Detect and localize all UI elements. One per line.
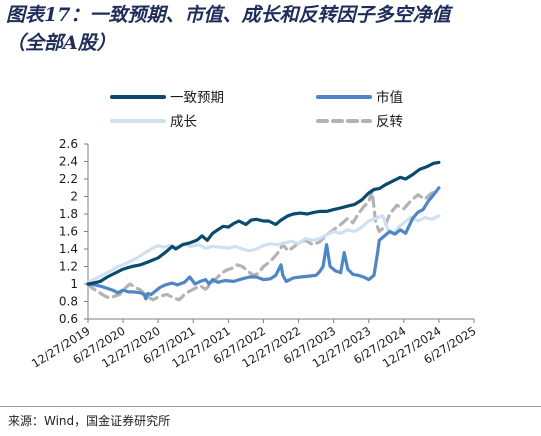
legend-label-2: 成长 bbox=[170, 114, 197, 130]
legend-label-1: 市值 bbox=[376, 89, 403, 106]
legend-label-3: 反转 bbox=[376, 114, 403, 130]
series-line-2 bbox=[86, 214, 441, 284]
y-tick-label: 1.8 bbox=[59, 207, 78, 221]
axes: 0.60.811.21.41.61.822.22.42.612/27/20196… bbox=[29, 137, 479, 371]
y-tick-label: 1.6 bbox=[59, 225, 78, 239]
y-tick-label: 1.2 bbox=[59, 260, 78, 274]
chart-subtitle: （全部A股） bbox=[6, 32, 116, 54]
source-divider bbox=[0, 406, 541, 407]
y-tick-label: 1 bbox=[70, 277, 78, 291]
y-tick-label: 0.6 bbox=[59, 312, 78, 326]
y-tick-label: 1.4 bbox=[59, 242, 78, 256]
y-tick-label: 0.8 bbox=[59, 295, 78, 309]
series-group bbox=[86, 160, 441, 302]
source-note: 来源：Wind，国金证券研究所 bbox=[8, 414, 171, 428]
y-tick-label: 2.4 bbox=[59, 155, 78, 169]
series-line-1 bbox=[86, 186, 441, 301]
legend-label-0: 一致预期 bbox=[170, 90, 224, 106]
y-tick-label: 2 bbox=[70, 190, 78, 204]
y-tick-label: 2.2 bbox=[59, 172, 78, 186]
series-line-0 bbox=[86, 160, 441, 286]
y-tick-label: 2.6 bbox=[59, 137, 78, 151]
chart-title: 图表17：一致预期、市值、成长和反转因子多空净值 bbox=[6, 4, 451, 26]
